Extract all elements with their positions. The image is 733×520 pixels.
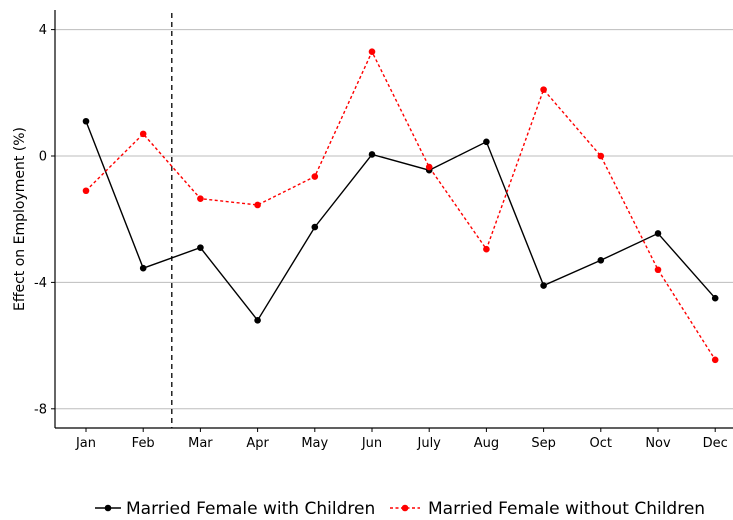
data-point: [425, 163, 433, 171]
series-points: [82, 48, 719, 364]
data-point: [654, 266, 662, 274]
x-tick-label: May: [301, 436, 328, 451]
legend-label: Married Female without Children: [428, 499, 705, 519]
x-tick-label: July: [417, 436, 442, 451]
data-point: [139, 130, 147, 138]
data-point: [483, 138, 490, 146]
y-axis-label: Effect on Employment (%): [12, 127, 28, 311]
data-point: [254, 317, 261, 324]
data-point: [197, 195, 204, 202]
series-lines: [85, 50, 716, 361]
series-line-2: [85, 50, 716, 361]
x-tick-label: Aug: [474, 436, 499, 451]
data-point: [368, 151, 376, 158]
legend-label: Married Female with Children: [126, 499, 375, 519]
x-tick-label: Jan: [75, 436, 96, 451]
data-point: [197, 244, 204, 251]
x-tick-label: Nov: [645, 436, 671, 451]
x-tick-label: Sep: [531, 436, 556, 451]
x-ticks: Jan Feb Mar Apr May Jun July Aug Sep Oct Nov Dec: [75, 428, 728, 451]
data-point: [540, 282, 547, 289]
y-ticks: 4 0 -4 -8: [34, 23, 55, 417]
y-tick-label: 4: [39, 23, 47, 38]
data-point: [311, 223, 319, 231]
x-tick-label: Jun: [361, 436, 382, 451]
y-tick-label: -4: [34, 276, 47, 291]
data-point: [254, 201, 261, 209]
data-point: [540, 86, 547, 93]
x-tick-label: Oct: [590, 436, 612, 451]
data-point: [139, 264, 147, 272]
legend-marker: [401, 504, 409, 512]
legend-items: Married Female with Children Married Fema…: [95, 499, 705, 519]
data-point: [597, 152, 605, 160]
legend-marker: [104, 504, 112, 512]
data-point: [711, 356, 719, 364]
y-tick-label: -8: [34, 402, 47, 417]
data-point: [311, 173, 319, 180]
series-line-1: [85, 120, 716, 322]
data-point: [597, 256, 605, 264]
x-tick-label: Feb: [132, 436, 155, 451]
x-tick-label: Apr: [246, 436, 269, 451]
data-point: [654, 230, 662, 237]
data-point: [483, 245, 490, 253]
y-tick-label: 0: [39, 150, 47, 165]
gridlines: [55, 29, 733, 410]
legend: Married Female with Children Married Fema…: [95, 499, 705, 519]
data-point: [711, 294, 719, 302]
data-point: [82, 187, 90, 195]
data-point: [368, 48, 376, 56]
x-tick-label: Dec: [703, 436, 728, 451]
data-point: [82, 117, 90, 125]
x-tick-label: Mar: [188, 436, 213, 451]
